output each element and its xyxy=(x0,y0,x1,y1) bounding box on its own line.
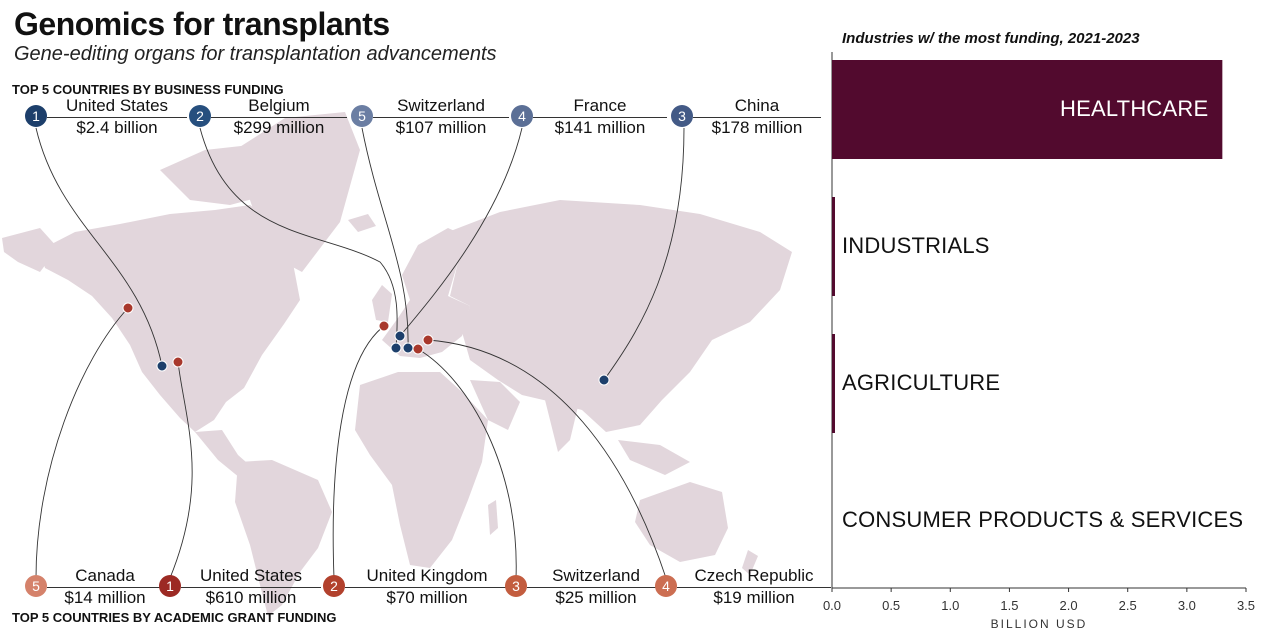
dot-academic-canada xyxy=(122,302,134,314)
card-divider xyxy=(693,117,821,118)
rank-badge: 4 xyxy=(511,105,533,127)
country-name: Canada xyxy=(75,566,135,585)
card-divider xyxy=(47,117,187,118)
leader-academic-czech-republic xyxy=(427,339,667,579)
funding-amount: $14 million xyxy=(64,588,146,607)
bar-label-agriculture: AGRICULTURE xyxy=(842,369,1001,395)
dot-academic-czech-republic xyxy=(422,334,434,346)
x-tick-label-3: 1.5 xyxy=(1000,598,1018,613)
funding-amount: $70 million xyxy=(386,588,468,607)
card-divider xyxy=(345,587,509,588)
x-axis-label: BILLION USD xyxy=(991,617,1088,631)
rank-badge: 1 xyxy=(25,105,47,127)
bar-label-consumer-products-services: CONSUMER PRODUCTS & SERVICES xyxy=(842,506,1244,532)
card-divider xyxy=(527,587,665,588)
southeast-asia-islands-shape xyxy=(618,440,690,475)
bar-chart-title: Industries w/ the most funding, 2021-202… xyxy=(842,30,1140,47)
rank-badge: 3 xyxy=(671,105,693,127)
dot-academic-switzerland xyxy=(412,343,424,355)
rank-badge: 2 xyxy=(323,575,345,597)
rank-badge: 5 xyxy=(351,105,373,127)
card-divider xyxy=(47,587,163,588)
x-tick-label-6: 3.0 xyxy=(1178,598,1196,613)
leader-business-switzerland xyxy=(361,127,409,349)
funding-amount: $19 million xyxy=(713,588,795,607)
leader-business-belgium xyxy=(199,127,398,349)
world-map xyxy=(2,112,792,616)
arabia-shape xyxy=(470,380,520,430)
rank-badge: 4 xyxy=(655,575,677,597)
x-tick-label-1: 0.5 xyxy=(882,598,900,613)
country-name: Switzerland xyxy=(397,96,485,115)
leader-academic-united-kingdom xyxy=(332,325,385,579)
bar-label-industrials: INDUSTRIALS xyxy=(842,232,990,258)
page-subtitle: Gene-editing organs for transplantation … xyxy=(14,43,497,65)
funding-amount: $299 million xyxy=(233,118,325,137)
uk-shape xyxy=(372,285,392,322)
leader-academic-switzerland xyxy=(417,348,517,579)
x-tick-label-5: 2.5 xyxy=(1119,598,1137,613)
new-zealand-shape xyxy=(742,550,758,575)
card-divider xyxy=(677,587,831,588)
card-divider xyxy=(533,117,667,118)
leader-academic-canada xyxy=(35,307,129,579)
funding-amount: $178 million xyxy=(711,118,803,137)
iceland-shape xyxy=(348,214,376,232)
africa-shape xyxy=(355,372,488,568)
card-divider xyxy=(211,117,347,118)
x-tick-label-7: 3.5 xyxy=(1237,598,1255,613)
country-name: France xyxy=(573,96,627,115)
madagascar-shape xyxy=(488,500,498,535)
bar-industrials xyxy=(832,197,835,296)
bar-agriculture xyxy=(832,334,835,433)
country-name: China xyxy=(734,96,780,115)
leader-business-united-states xyxy=(35,127,163,367)
leader-business-china xyxy=(603,127,685,381)
business-section-label: TOP 5 COUNTRIES BY BUSINESS FUNDING xyxy=(12,82,284,97)
india-shape xyxy=(545,398,580,452)
north-america-shape xyxy=(40,205,300,432)
rank-badge: 5 xyxy=(25,575,47,597)
x-tick-label-4: 2.0 xyxy=(1060,598,1078,613)
funding-amount: $25 million xyxy=(555,588,637,607)
rank-badge: 1 xyxy=(159,575,181,597)
country-name: United States xyxy=(199,566,303,585)
card-divider xyxy=(181,587,321,588)
country-name: Belgium xyxy=(248,96,310,115)
south-america-shape xyxy=(235,460,332,616)
alaska-shape xyxy=(2,228,58,272)
x-tick-label-0: 0.0 xyxy=(823,598,841,613)
rank-badge: 3 xyxy=(505,575,527,597)
country-name: United States xyxy=(65,96,169,115)
bar-healthcare xyxy=(832,60,1223,159)
bar-label-healthcare: HEALTHCARE xyxy=(1060,95,1209,121)
academic-section-label: TOP 5 COUNTRIES BY ACADEMIC GRANT FUNDIN… xyxy=(12,610,337,625)
greenland-shape xyxy=(235,112,360,272)
dot-business-france xyxy=(394,330,406,342)
country-name: United Kingdom xyxy=(366,566,488,585)
europe-shape xyxy=(382,228,470,358)
country-name: Czech Republic xyxy=(694,566,814,585)
funding-amount: $107 million xyxy=(395,118,487,137)
funding-amount: $610 million xyxy=(205,588,297,607)
funding-amount: $141 million xyxy=(554,118,646,137)
country-name: Switzerland xyxy=(552,566,640,585)
page-title: Genomics for transplants xyxy=(14,6,390,42)
rank-badge: 2 xyxy=(189,105,211,127)
dot-academic-united-kingdom xyxy=(378,320,390,332)
japan-shape xyxy=(682,325,702,360)
leader-business-france xyxy=(399,127,523,337)
x-tick-label-2: 1.0 xyxy=(941,598,959,613)
dot-business-china xyxy=(598,374,610,386)
asia-shape xyxy=(448,200,792,432)
dot-business-belgium xyxy=(390,342,402,354)
card-divider xyxy=(373,117,509,118)
dot-academic-united-states xyxy=(172,356,184,368)
dot-business-united-states xyxy=(156,360,168,372)
australia-shape xyxy=(635,482,728,562)
funding-amount: $2.4 billion xyxy=(76,118,158,137)
leader-academic-united-states xyxy=(169,361,193,579)
